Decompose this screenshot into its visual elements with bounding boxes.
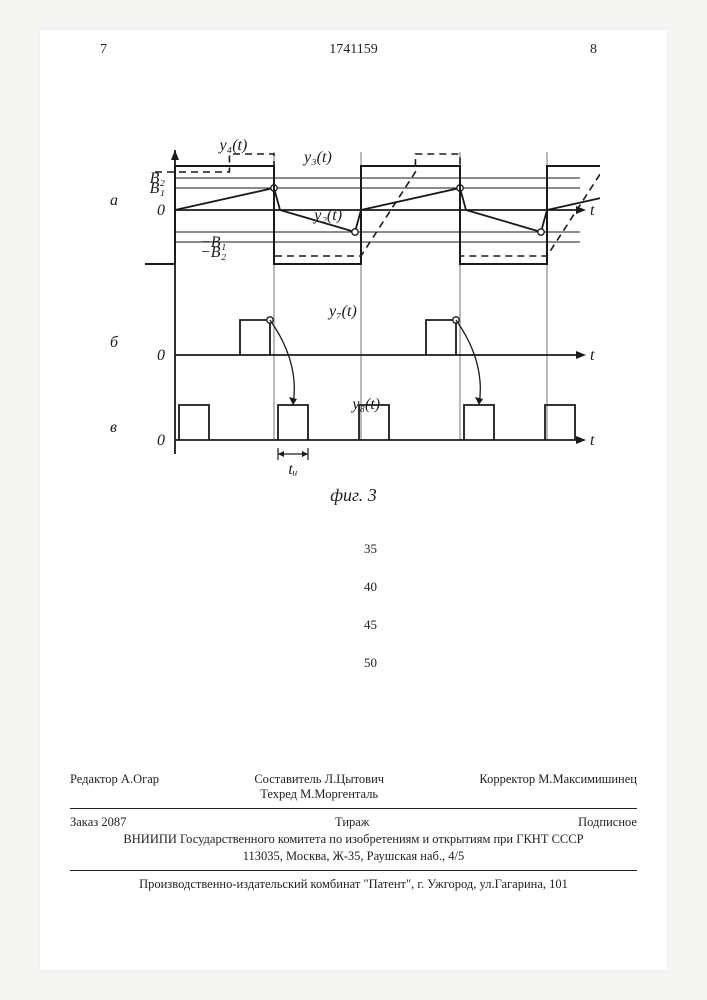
- tirazh: Тираж: [335, 815, 369, 830]
- corrector: Корректор М.Максимишинец: [479, 772, 637, 802]
- svg-text:t: t: [590, 202, 595, 219]
- editor: Редактор А.Огар: [70, 772, 159, 802]
- svg-text:t: t: [590, 347, 595, 364]
- margin-line-numbers: 35 40 45 50: [364, 530, 377, 682]
- svg-text:0: 0: [157, 432, 165, 449]
- svg-text:0: 0: [157, 347, 165, 364]
- timing-diagram: tB₂B₁0−B₁−B₂аy₄(t)y₃(t)y₂(t)t0бy₇(t)t0вt…: [80, 110, 600, 480]
- subscription: Подписное: [578, 815, 637, 830]
- svg-text:в: в: [110, 419, 117, 436]
- figure-caption: фиг. 3: [330, 485, 377, 506]
- imprint-block: Редактор А.Огар Составитель Л.Цытович Те…: [70, 770, 637, 894]
- patent-number: 1741159: [329, 42, 377, 58]
- svg-text:б: б: [110, 334, 119, 351]
- svg-text:y₂(t): y₂(t): [312, 207, 342, 224]
- svg-text:а: а: [110, 192, 118, 209]
- svg-text:−B₂: −B₂: [200, 244, 227, 261]
- org-line-1: ВНИИПИ Государственного комитета по изоб…: [70, 832, 637, 847]
- svg-text:y₃(t): y₃(t): [302, 149, 332, 166]
- col-right: 8: [590, 42, 597, 58]
- order: Заказ 2087: [70, 815, 126, 830]
- svg-text:t: t: [590, 432, 595, 449]
- ln: 45: [364, 606, 377, 644]
- org-line-2: Производственно-издательский комбинат "П…: [70, 877, 637, 892]
- ln: 50: [364, 644, 377, 682]
- svg-text:0: 0: [157, 202, 165, 219]
- divider: [70, 808, 637, 809]
- org-addr-1: 113035, Москва, Ж-35, Раушская наб., 4/5: [70, 849, 637, 864]
- svg-text:y₈(t): y₈(t): [350, 396, 380, 413]
- svg-text:tᵤ: tᵤ: [288, 461, 297, 478]
- ln: 40: [364, 568, 377, 606]
- divider: [70, 870, 637, 871]
- svg-text:y₄(t): y₄(t): [218, 137, 248, 154]
- ln: 35: [364, 530, 377, 568]
- svg-text:B₁: B₁: [150, 180, 165, 197]
- col-left: 7: [100, 42, 107, 58]
- svg-text:y₇(t): y₇(t): [327, 303, 357, 320]
- compiler-techred: Составитель Л.Цытович Техред М.Моргентал…: [254, 772, 384, 802]
